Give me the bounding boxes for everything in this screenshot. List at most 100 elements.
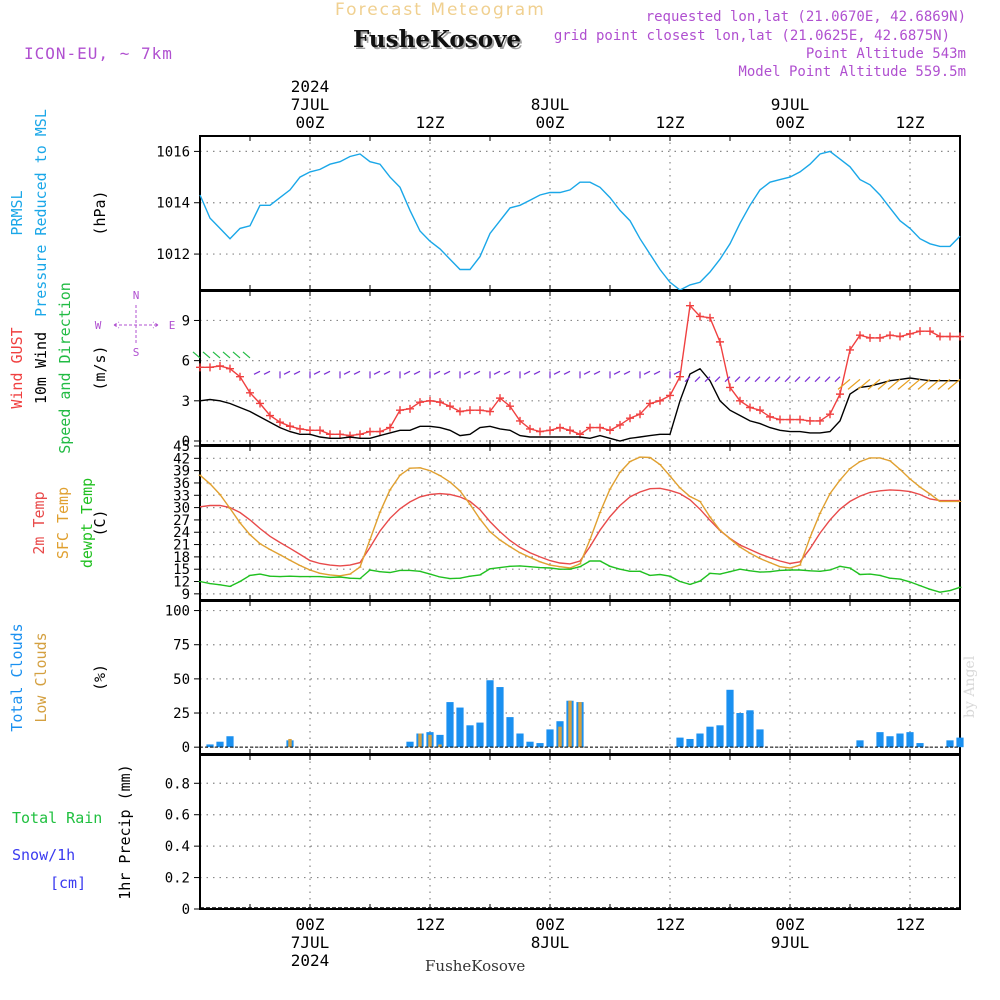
gust-marker	[916, 327, 924, 336]
wind-arrow	[643, 370, 651, 375]
panel-1: 0 3 6 9 Wind GUST 10m Wind Speed and Direction…	[8, 282, 964, 454]
gust-marker	[656, 396, 664, 405]
gust-marker	[446, 402, 454, 411]
wind-arrow	[232, 351, 241, 359]
bottom-time-label: 12Z	[896, 915, 925, 934]
cloud-bar	[436, 734, 444, 748]
panel-4: 0 0.2 0.4 0.6 0.8 Total Rain Snow/1h [cm] 1hr Pr…	[12, 754, 961, 918]
cloud-bar	[726, 689, 734, 748]
gust-marker	[456, 407, 464, 416]
gust-marker	[696, 312, 704, 321]
cloud-bar	[736, 713, 744, 748]
gust-marker	[366, 427, 374, 436]
gust-marker	[846, 345, 854, 354]
y-tick-label: 0	[182, 902, 190, 918]
gust-marker	[706, 313, 714, 322]
cloud-bar	[466, 725, 474, 748]
gust-marker	[496, 394, 504, 403]
y-tick-label: 9	[182, 313, 190, 329]
gust-marker	[586, 423, 594, 432]
wind-arrow	[313, 370, 321, 375]
requested-coords: requested lon,lat (21.0670E, 42.6869N)	[645, 9, 966, 25]
wind-arrow	[212, 351, 221, 359]
cloud-bar	[526, 741, 534, 748]
wind-arrow	[927, 378, 941, 390]
y-tick-label: 1014	[156, 196, 190, 212]
gust-marker	[746, 403, 754, 412]
cloud-bar	[406, 741, 414, 748]
cloud-bar	[206, 744, 214, 748]
panel-label: dewpt Temp	[78, 478, 96, 568]
gust-marker	[276, 418, 284, 427]
bottom-time-label: 2024	[291, 951, 330, 970]
gust-marker	[726, 383, 734, 392]
top-time-label: 8JUL	[531, 95, 570, 114]
cloud-bar	[706, 726, 714, 748]
compass-w: W	[95, 319, 102, 332]
closest-coords: grid point closest lon,lat (21.0625E, 42…	[553, 28, 950, 44]
wind-arrow	[523, 370, 531, 375]
panel-label: PRMSL	[8, 190, 26, 235]
wind-arrow	[917, 378, 931, 390]
gust-marker	[816, 416, 824, 425]
wind-arrow	[553, 370, 561, 375]
cloud-bar	[486, 680, 494, 748]
wind-arrow	[907, 378, 921, 390]
gust-marker	[826, 410, 834, 419]
series-line	[199, 560, 961, 593]
gust-marker	[316, 426, 324, 435]
gust-marker	[766, 412, 774, 421]
wind-arrow	[774, 376, 781, 383]
compass-s: S	[133, 346, 140, 359]
panel-label: Snow/1h	[12, 846, 75, 864]
location-title: FusheKosove	[353, 26, 522, 53]
gust-marker	[836, 390, 844, 399]
gust-marker	[436, 398, 444, 407]
top-time-label: 00Z	[296, 113, 325, 132]
cloud-bar	[886, 736, 894, 748]
cloud-bar	[438, 744, 442, 748]
cloud-bar	[696, 733, 704, 748]
panel-units: (m/s)	[91, 345, 109, 390]
wind-arrows: N S W E	[95, 289, 961, 390]
y-tick-label: 36	[173, 476, 190, 492]
cloud-bar	[906, 732, 914, 748]
wind-arrow	[834, 376, 841, 383]
wind-arrow	[653, 370, 661, 375]
y-tick-label: 0.2	[165, 871, 190, 887]
gust-marker	[616, 420, 624, 429]
top-time-label: 12Z	[656, 113, 685, 132]
gust-marker	[506, 402, 514, 411]
panel-units: (%)	[91, 664, 109, 691]
y-tick-label: 42	[173, 451, 190, 467]
wind-arrow	[784, 376, 791, 383]
wind-arrow	[413, 370, 421, 375]
gust-marker	[476, 406, 484, 415]
gust-marker	[386, 423, 394, 432]
wind-arrow	[947, 378, 961, 390]
gust-marker	[546, 426, 554, 435]
wind-arrow	[887, 378, 901, 390]
y-tick-label: 18	[173, 550, 190, 566]
panel-label: Pressure Reduced to MSL	[32, 109, 50, 317]
wind-arrow	[724, 376, 731, 383]
gust-marker	[686, 301, 694, 310]
series-line	[199, 456, 960, 577]
y-tick-label: 3	[182, 394, 190, 410]
panel-label: Low Clouds	[32, 632, 50, 722]
y-tick-label: 25	[173, 706, 190, 722]
top-time-label: 00Z	[536, 113, 565, 132]
gust-marker	[426, 396, 434, 405]
wind-arrow	[764, 376, 771, 383]
wind-arrow	[684, 376, 691, 383]
gust-marker	[296, 424, 304, 433]
gust-marker	[956, 332, 964, 341]
wind-arrow	[493, 370, 501, 375]
wind-arrow	[343, 370, 351, 375]
wind-arrow	[744, 376, 751, 383]
panel-label: Wind GUST	[8, 327, 26, 408]
gust-marker	[946, 332, 954, 341]
cloud-bar	[496, 687, 504, 748]
gust-marker	[206, 363, 214, 372]
panel-units: (hPa)	[91, 190, 109, 235]
